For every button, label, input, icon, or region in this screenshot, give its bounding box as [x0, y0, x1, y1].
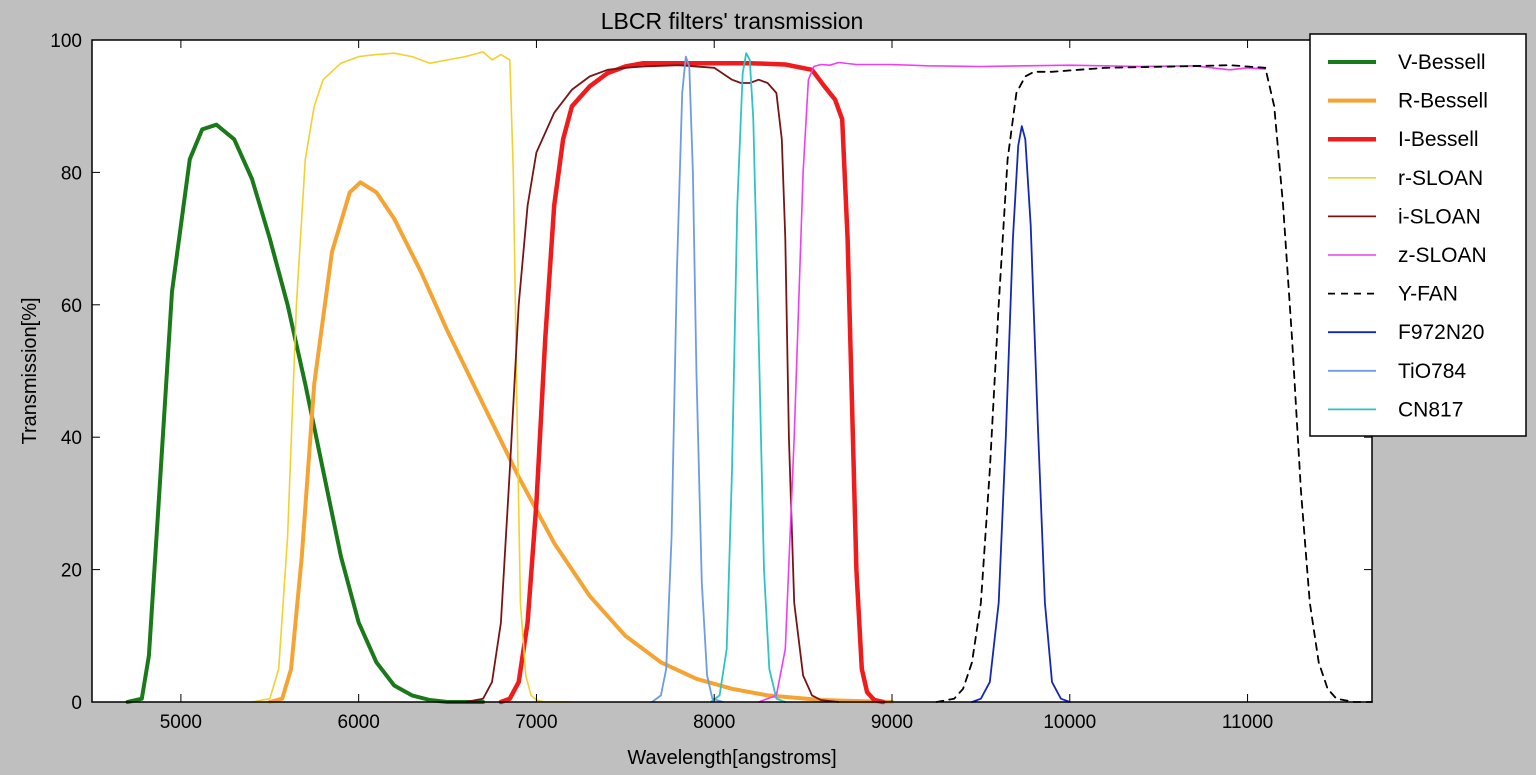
series-line-v-bessell [125, 122, 486, 704]
x-tick-label: 5000 [160, 712, 202, 733]
legend-label-cn817: CN817 [1398, 398, 1463, 421]
series-line-r-sloan [251, 51, 573, 703]
x-axis-label: Wavelength[angstroms] [627, 747, 836, 769]
ticks-layer: 5000 6000 7000 8000 9000 10000 11000 0 20 40 60 80 1… [50, 31, 1372, 733]
y-tick-label: 80 [61, 163, 82, 184]
legend-label-tio784: TiO784 [1398, 360, 1466, 383]
x-tick-label: 11000 [1222, 712, 1273, 733]
series-line-tio784 [651, 55, 724, 703]
series-line-cn817 [709, 52, 787, 703]
legend-label-z-sloan: z-SLOAN [1398, 244, 1487, 267]
y-tick-label: 20 [61, 561, 82, 582]
series-layer [125, 51, 1373, 705]
legend-label-i-sloan: i-SLOAN [1398, 205, 1481, 228]
x-tick-label: 10000 [1043, 712, 1096, 733]
legend-label-r-sloan: r-SLOAN [1398, 167, 1483, 190]
x-tick-label: 7000 [515, 712, 557, 733]
legend-label-y-fan: Y-FAN [1398, 283, 1458, 306]
legend-label-r-bessell: R-Bessell [1398, 90, 1488, 113]
y-axis-label: Transmission[%] [19, 297, 41, 444]
x-tick-label: 6000 [338, 712, 380, 733]
y-tick-label: 0 [71, 693, 82, 714]
legend-label-i-bessell: I-Bessell [1398, 128, 1479, 151]
series-line-f972n20 [971, 125, 1071, 703]
legend: V-Bessell R-Bessell I-Bessell r-SLOAN i-SLOA… [1309, 33, 1527, 437]
legend-label-f972n20: F972N20 [1398, 321, 1484, 344]
legend-label-v-bessell: V-Bessell [1398, 51, 1486, 74]
plot-area [92, 40, 1372, 702]
y-tick-label: 100 [50, 31, 82, 52]
x-tick-label: 9000 [871, 712, 913, 733]
y-tick-label: 60 [61, 296, 82, 317]
series-line-y-fan [935, 64, 1373, 703]
y-tick-label: 40 [61, 428, 82, 449]
series-line-i-bessell [498, 60, 886, 705]
chart-title: LBCR filters' transmission [601, 8, 864, 34]
x-tick-label: 8000 [693, 712, 735, 733]
series-line-i-sloan [464, 64, 840, 703]
